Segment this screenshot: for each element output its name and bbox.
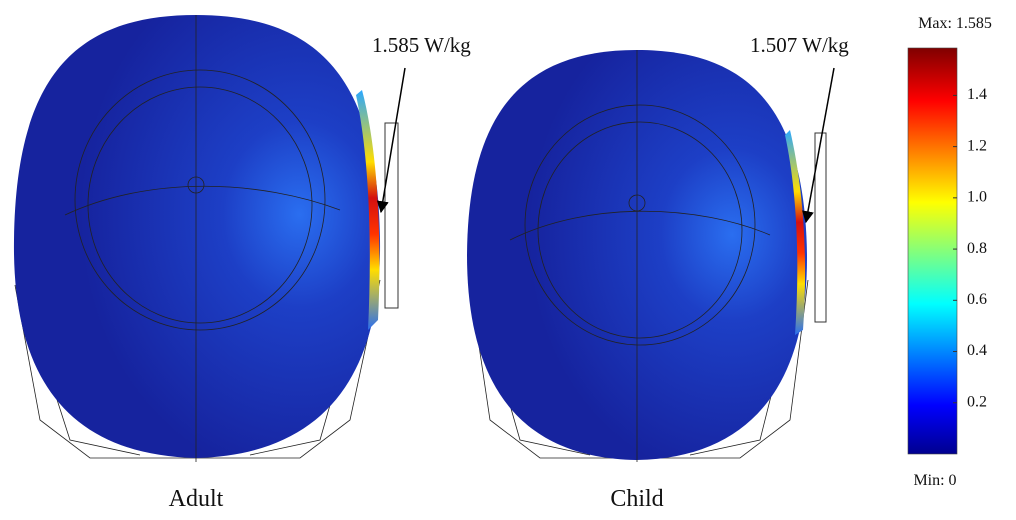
panel-label: Adult: [169, 486, 224, 512]
panel-label: Child: [610, 486, 663, 512]
colorbar-tick-label: 1.0: [967, 189, 987, 206]
colorbar-tick-label: 0.8: [967, 240, 987, 257]
annotation: 1.507 W/kg: [750, 33, 849, 57]
colorbar-tick-label: 0.2: [967, 393, 987, 410]
colorbar: Max: 1.585 Min: 0 0.2 0.4 0.6 0.8 1.0 1.2 1.4: [908, 15, 992, 489]
colorbar-tick-label: 0.6: [967, 291, 987, 308]
adult-head: [14, 15, 398, 462]
colorbar-scale: [908, 48, 957, 454]
colorbar-tick-label: 0.4: [967, 342, 987, 359]
colorbar-max: Max: 1.585: [918, 15, 992, 32]
figure: 1.585 W/kg 1.507 W/kg Adult Child Max: 1…: [0, 0, 1016, 520]
child-head: [467, 50, 826, 462]
colorbar-tick-label: 1.4: [967, 86, 987, 103]
annotation: 1.585 W/kg: [372, 33, 471, 57]
colorbar-tick-label: 1.2: [967, 137, 987, 154]
colorbar-min: Min: 0: [913, 472, 956, 489]
